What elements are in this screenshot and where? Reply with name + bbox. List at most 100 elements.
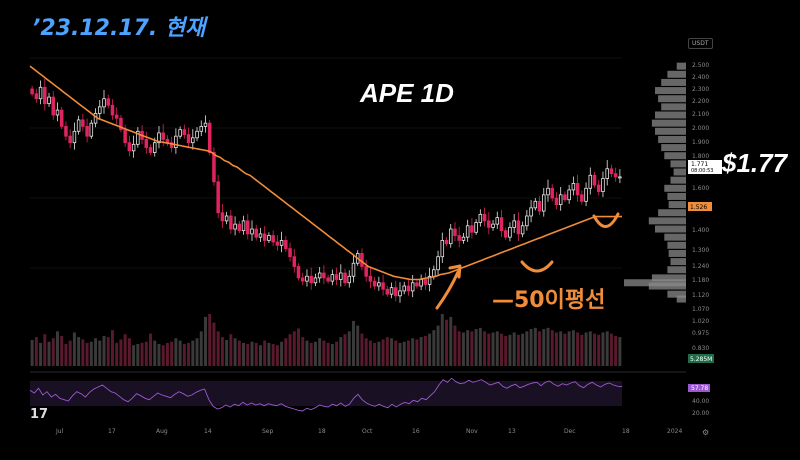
candle [68, 129, 72, 149]
candle-body [174, 135, 178, 148]
candle [186, 127, 191, 149]
candle-body [178, 129, 182, 137]
candle [389, 282, 394, 299]
candle [436, 250, 440, 275]
volume-bar [233, 338, 237, 366]
volume-bar [43, 334, 47, 366]
candle-body [119, 117, 123, 131]
volume-profile [624, 62, 686, 303]
candle [575, 174, 580, 202]
rsi-line [29, 377, 623, 412]
volume-bar [402, 341, 406, 366]
volume-bar [254, 342, 258, 366]
candle [81, 113, 85, 132]
candle [296, 263, 301, 281]
candle-body [372, 280, 377, 287]
candle [330, 269, 335, 286]
volume-bar [68, 340, 72, 366]
candle [110, 99, 115, 120]
candle [537, 196, 542, 216]
candle-body [262, 233, 267, 241]
candle-body [127, 142, 132, 152]
profile-bar [655, 127, 686, 135]
volume-bar [546, 327, 550, 366]
volume-bar [411, 338, 415, 366]
volume-bar [398, 342, 402, 366]
candle [465, 219, 470, 242]
candle-body [169, 142, 174, 148]
candle [491, 219, 495, 231]
candle [233, 216, 237, 236]
volume-bar [106, 337, 110, 366]
volume-bar [423, 335, 427, 366]
candle [360, 248, 364, 271]
candle-body [148, 147, 153, 153]
ma-label: —50이평선 [492, 288, 606, 313]
candle-body [339, 272, 343, 280]
candle [313, 273, 318, 287]
candle [322, 265, 326, 285]
candle [339, 264, 343, 287]
candle-body [47, 96, 51, 105]
candle-body [43, 86, 47, 105]
volume-bar [326, 342, 330, 366]
rsi-value-bg [688, 384, 710, 392]
candle [309, 267, 313, 290]
candle-body [186, 134, 191, 144]
candle [601, 171, 605, 198]
settings-icon[interactable]: ⚙ [702, 428, 710, 437]
candle [487, 212, 491, 235]
candle [415, 279, 419, 289]
candle-body [351, 262, 356, 277]
volume-bar [182, 344, 186, 366]
profile-bar [670, 176, 686, 184]
volume-bar [618, 337, 622, 366]
candle [216, 174, 220, 219]
candle [381, 274, 385, 296]
profile-bar [655, 87, 686, 95]
profile-bar [667, 290, 686, 298]
volume-tag: 5.285M [688, 354, 714, 363]
candle-body [470, 225, 474, 233]
price-tick-label: 2.200 [692, 98, 709, 105]
volume-bar [339, 337, 343, 366]
candle-body [605, 168, 609, 179]
volume-bar [64, 344, 68, 366]
candle [267, 232, 271, 244]
candle-body [474, 222, 478, 233]
candle [495, 211, 500, 229]
candle-body [292, 256, 297, 267]
candle-body [212, 152, 216, 183]
volume-bar [132, 345, 136, 366]
candle [410, 274, 415, 298]
candle-body [491, 223, 495, 228]
candle [271, 230, 275, 247]
time-tick-label: 14 [204, 428, 212, 435]
candle [119, 115, 123, 133]
candle-body [207, 122, 212, 153]
candle [191, 129, 195, 150]
candle-body [30, 88, 34, 95]
candle [317, 267, 322, 283]
currency-selector[interactable]: USDT [688, 38, 713, 49]
profile-bar [651, 119, 686, 127]
volume-bar [449, 316, 453, 366]
candle [347, 270, 352, 288]
candle [596, 179, 601, 196]
candle-body [550, 187, 554, 199]
volume-bar [419, 337, 423, 366]
candle [127, 135, 132, 157]
candle-body [343, 272, 347, 284]
time-tick-label: 18 [318, 428, 326, 435]
volume-bar [275, 345, 279, 366]
candle-body [330, 274, 335, 282]
candle [148, 144, 153, 156]
candle-body [250, 228, 254, 235]
time-tick-label: 13 [508, 428, 516, 435]
candle-body [406, 285, 411, 292]
volume-bar [491, 332, 495, 366]
time-tick-label: Oct [362, 428, 373, 435]
candle-body [525, 215, 529, 227]
volume-bar [51, 338, 55, 366]
price-tick-label: 1.400 [692, 227, 709, 234]
